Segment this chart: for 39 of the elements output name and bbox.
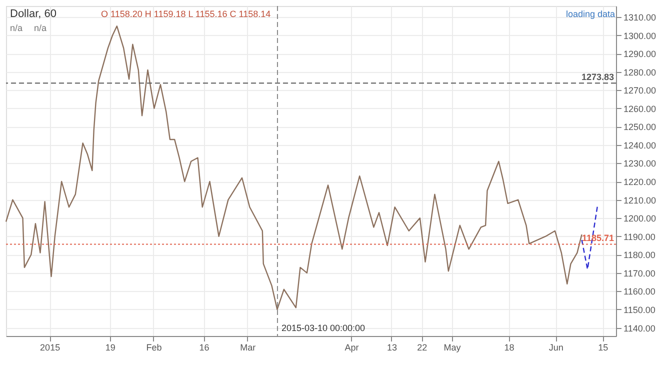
x-tick-label: 16 xyxy=(199,342,210,352)
y-tick-label: 1300.00 xyxy=(624,30,656,41)
y-tick-label: 1310.00 xyxy=(624,12,656,22)
x-tick-label: 2015 xyxy=(40,342,60,352)
y-tick-label: 1220.00 xyxy=(624,177,656,188)
annotation: n/a xyxy=(10,23,23,33)
chart-title: Dollar, 60 xyxy=(10,8,56,20)
y-tick-label: 1280.00 xyxy=(624,67,656,78)
y-tick-label: 1240.00 xyxy=(624,140,656,150)
x-tick-label: Jun xyxy=(548,342,564,352)
ref-line-label: 2015-03-10 00:00:00 xyxy=(281,323,366,333)
annotation: O 1158.20 H 1159.18 L 1155.16 C 1158.14 xyxy=(101,9,271,19)
x-tick-label: May xyxy=(444,342,462,352)
y-tick-label: 1260.00 xyxy=(624,104,656,114)
ref-line-label: 1273.83 xyxy=(581,72,614,82)
y-tick-label: 1150.00 xyxy=(624,304,656,315)
x-tick-label: Apr xyxy=(344,342,359,352)
ref-line-label: 1185.71 xyxy=(582,233,614,244)
x-tick-label: Feb xyxy=(146,342,162,352)
y-tick-label: 1160.00 xyxy=(624,286,656,297)
y-tick-label: 1190.00 xyxy=(624,232,656,242)
x-tick-label: 18 xyxy=(504,342,514,352)
y-tick-label: 1270.00 xyxy=(624,86,656,96)
annotation: loading data xyxy=(566,9,616,19)
y-tick-label: 1230.00 xyxy=(624,158,656,169)
y-tick-label: 1200.00 xyxy=(624,214,656,224)
line-series xyxy=(5,26,582,310)
y-tick-label: 1170.00 xyxy=(624,268,656,278)
x-tick-label: 15 xyxy=(598,342,608,352)
y-tick-label: 1290.00 xyxy=(624,49,656,60)
y-tick-label: 1250.00 xyxy=(624,122,656,132)
x-tick-label: 19 xyxy=(105,342,116,352)
x-tick-label: 22 xyxy=(417,342,428,352)
y-tick-label: 1180.00 xyxy=(624,250,656,260)
x-tick-label: Mar xyxy=(240,342,256,352)
y-tick-label: 1140.00 xyxy=(624,323,656,334)
x-tick-label: 13 xyxy=(386,342,397,352)
annotation: n/a xyxy=(34,23,47,33)
y-tick-label: 1210.00 xyxy=(624,195,656,206)
